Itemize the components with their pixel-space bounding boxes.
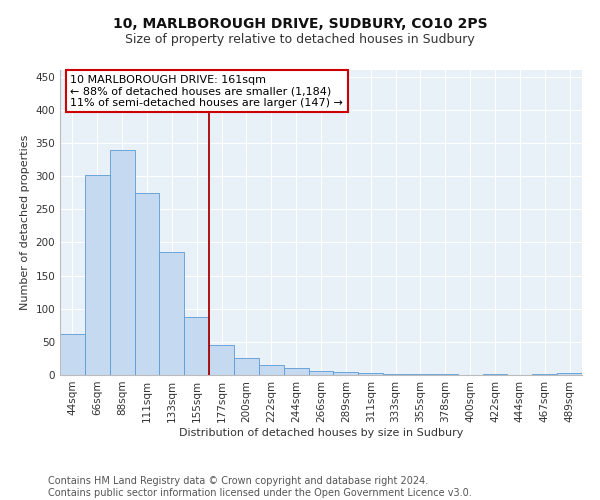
Bar (308, 371, 334, 375)
Bar (334, 372, 358, 375)
Bar (433, 374, 458, 375)
Text: 10, MARLBOROUGH DRIVE, SUDBURY, CO10 2PS: 10, MARLBOROUGH DRIVE, SUDBURY, CO10 2PS (113, 18, 487, 32)
Text: Size of property relative to detached houses in Sudbury: Size of property relative to detached ho… (125, 32, 475, 46)
X-axis label: Distribution of detached houses by size in Sudbury: Distribution of detached houses by size … (179, 428, 463, 438)
Bar (259, 365, 284, 375)
Bar (482, 374, 508, 375)
Text: 10 MARLBOROUGH DRIVE: 161sqm
← 88% of detached houses are smaller (1,184)
11% of: 10 MARLBOROUGH DRIVE: 161sqm ← 88% of de… (70, 74, 343, 108)
Bar (557, 373, 582, 375)
Bar (284, 368, 308, 375)
Bar (209, 345, 234, 375)
Bar (85, 176, 110, 375)
Bar (184, 316, 209, 375)
Text: Contains HM Land Registry data © Crown copyright and database right 2024.
Contai: Contains HM Land Registry data © Crown c… (48, 476, 472, 498)
Bar (408, 374, 433, 375)
Bar (358, 373, 383, 375)
Bar (234, 358, 259, 375)
Bar (134, 192, 160, 375)
Bar (383, 374, 408, 375)
Bar (60, 334, 85, 375)
Bar (160, 252, 184, 375)
Bar (532, 374, 557, 375)
Y-axis label: Number of detached properties: Number of detached properties (20, 135, 30, 310)
Bar (110, 150, 134, 375)
